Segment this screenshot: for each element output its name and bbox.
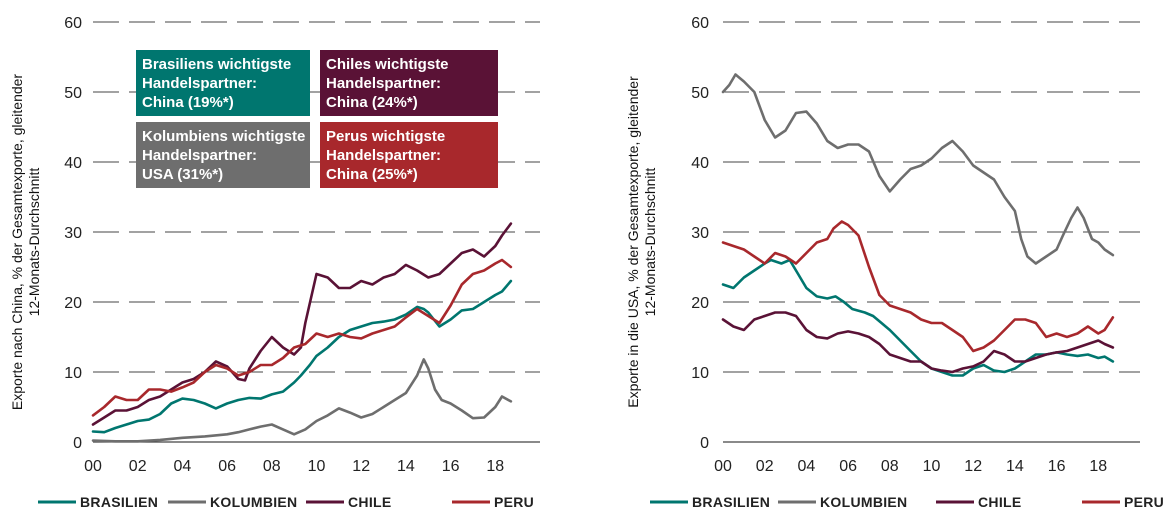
annotation-text: China (25%*) — [326, 166, 418, 183]
x-tick-label: 14 — [1006, 458, 1024, 475]
annotation-box-bg — [136, 122, 310, 188]
legend-label: KOLUMBIEN — [210, 494, 297, 510]
x-tick-label: 18 — [1089, 458, 1107, 475]
y-tick-label: 40 — [64, 155, 82, 172]
annotation-box: Brasiliens wichtigste Handelspartner: Chin… — [136, 50, 310, 116]
y-tick-label: 50 — [691, 85, 709, 102]
x-tick-label: 06 — [218, 458, 236, 475]
annotation-text: Handelspartner: — [142, 75, 257, 92]
y-axis-label: 12-Monats-Durchschnitt — [642, 168, 658, 317]
x-tick-label: 12 — [352, 458, 370, 475]
series-line-chile — [721, 311, 1115, 374]
y-axis-label: Exporte nach China, % der Gesamtexporte,… — [9, 74, 25, 411]
annotation-text: China (24%*) — [326, 94, 418, 111]
annotation-text: Kolumbiens wichtigste — [142, 128, 305, 145]
annotation-text: Handelspartner: — [326, 147, 441, 164]
annotation-text: Brasiliens wichtigste — [142, 56, 291, 73]
y-tick-label: 50 — [64, 85, 82, 102]
series-line-peru — [91, 258, 513, 417]
x-tick-label: 12 — [964, 458, 982, 475]
y-tick-label: 30 — [64, 225, 82, 242]
x-tick-label: 00 — [714, 458, 732, 475]
y-tick-label: 30 — [691, 225, 709, 242]
annotation-box: Kolumbiens wichtigste Handelspartner: USA … — [136, 122, 310, 188]
annotation-text: USA (31%*) — [142, 166, 223, 183]
y-axis-label: Exporte in die USA, % der Gesamtexporte,… — [625, 76, 641, 408]
legend-label: PERU — [494, 494, 534, 510]
annotation-text: Chiles wichtigste — [326, 56, 449, 73]
x-tick-label: 02 — [129, 458, 147, 475]
y-tick-label: 20 — [691, 295, 709, 312]
y-tick-label: 60 — [64, 15, 82, 32]
series-line-kolumbien — [91, 358, 513, 443]
annotation-text: Handelspartner: — [326, 75, 441, 92]
x-tick-label: 02 — [756, 458, 774, 475]
x-tick-label: 16 — [1048, 458, 1066, 475]
y-tick-label: 20 — [64, 295, 82, 312]
legend-label: PERU — [1124, 494, 1164, 510]
y-tick-label: 10 — [64, 365, 82, 382]
x-tick-label: 10 — [923, 458, 941, 475]
annotation-box-bg — [320, 50, 498, 116]
annotation-box-bg — [320, 122, 498, 188]
legend-label: CHILE — [348, 494, 392, 510]
panel-1: 0 10 20 30 40 50 60 00 02 04 06 08 10 12 14 16 18 Exporte… — [9, 15, 540, 510]
x-tick-label: 16 — [442, 458, 460, 475]
legend-label: CHILE — [978, 494, 1022, 510]
y-tick-label: 0 — [73, 435, 82, 452]
annotation-box-bg — [136, 50, 310, 116]
y-tick-label: 0 — [700, 435, 709, 452]
x-tick-label: 06 — [839, 458, 857, 475]
y-tick-label: 10 — [691, 365, 709, 382]
y-tick-label: 60 — [691, 15, 709, 32]
series-line-chile — [91, 222, 513, 426]
legend: BRASILIEN KOLUMBIEN CHILE PERU — [650, 494, 1164, 510]
annotation-box: Perus wichtigste Handelspartner: China (25… — [320, 122, 498, 188]
annotation-text: China (19%*) — [142, 94, 234, 111]
legend-label: BRASILIEN — [692, 494, 770, 510]
legend-label: KOLUMBIEN — [820, 494, 907, 510]
series-line-peru — [721, 220, 1115, 353]
x-tick-label: 14 — [397, 458, 415, 475]
x-tick-label: 04 — [174, 458, 192, 475]
x-tick-label: 10 — [308, 458, 326, 475]
x-tick-label: 00 — [84, 458, 102, 475]
series-line-brasilien — [91, 279, 513, 434]
x-tick-label: 18 — [486, 458, 504, 475]
x-tick-label: 08 — [263, 458, 281, 475]
y-axis-label: 12-Monats-Durchschnitt — [26, 168, 42, 317]
legend: BRASILIEN KOLUMBIEN CHILE PERU — [38, 494, 534, 510]
legend-label: BRASILIEN — [80, 494, 158, 510]
annotation-text: Perus wichtigste — [326, 128, 445, 145]
x-tick-label: 04 — [798, 458, 816, 475]
panel-2: 0 10 20 30 40 50 60 00 02 04 06 08 10 12 14 16 18 Exporte… — [625, 15, 1164, 510]
y-tick-label: 40 — [691, 155, 709, 172]
annotation-box: Chiles wichtigste Handelspartner: China (2… — [320, 50, 498, 116]
series-line-kolumbien — [721, 73, 1115, 265]
annotation-text: Handelspartner: — [142, 147, 257, 164]
x-tick-label: 08 — [881, 458, 899, 475]
